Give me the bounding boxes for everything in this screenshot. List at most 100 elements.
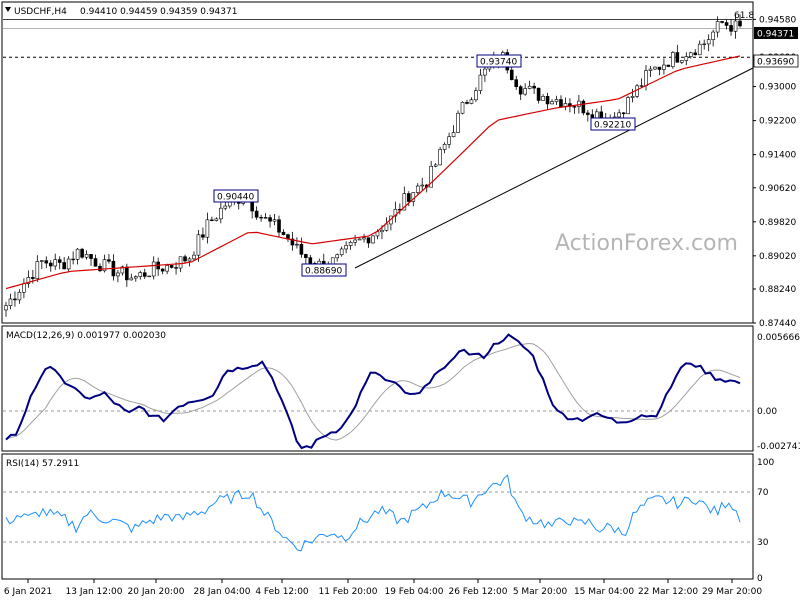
candle-body [639, 85, 644, 87]
candle-body [26, 277, 31, 284]
candle-body [680, 60, 684, 63]
candle-body [138, 272, 143, 277]
candle-body [644, 70, 648, 86]
candle-body [66, 258, 71, 270]
candle-body [147, 275, 152, 278]
candle-body [693, 52, 698, 56]
candle-body [183, 256, 187, 262]
time-tick-label: 22 Mar 12:00 [638, 587, 698, 597]
rsi-tick-100: 100 [757, 458, 774, 468]
candle-body [724, 22, 729, 26]
candle-body [4, 305, 8, 311]
candle-body [456, 112, 460, 133]
candle-body [702, 43, 706, 46]
candle-body [715, 21, 720, 33]
candle-body [192, 254, 196, 260]
candle-body [442, 143, 447, 150]
candle-body [536, 87, 541, 101]
candle-body [125, 266, 129, 281]
candle-body [420, 184, 425, 187]
candle-body [518, 86, 523, 95]
watermark: ActionForex.com [555, 231, 738, 256]
candle-body [187, 258, 192, 262]
candle-body [75, 248, 80, 260]
time-axis: 6 Jan 2021 13 Jan 12:00 20 Jan 20:00 28 Jan… [4, 579, 762, 597]
candle-body [671, 52, 675, 67]
time-tick-label: 20 Jan 20:00 [128, 587, 185, 597]
time-tick-label: 13 Jan 12:00 [66, 587, 123, 597]
symbol-title: USDCHF,H4 [14, 7, 67, 17]
candle-body [438, 149, 442, 166]
candle-body [133, 276, 138, 279]
candle-body [559, 99, 563, 108]
candle-body [447, 136, 451, 145]
macd-panel [1, 325, 754, 452]
svg-text:0.90440: 0.90440 [217, 193, 254, 203]
candle-body [433, 164, 438, 167]
candle-body [541, 96, 545, 101]
candle-body [40, 260, 44, 262]
swing-label-88690: 0.88690 [301, 263, 347, 277]
macd-line [5, 333, 741, 450]
candle-body [478, 74, 483, 91]
candle-body [353, 239, 357, 243]
candle-body [13, 298, 17, 301]
macd-tick-top: 0.005666 [757, 333, 800, 343]
candle-body [210, 219, 214, 221]
candle-body [178, 256, 183, 269]
swing-label-93740: 0.93740 [476, 54, 522, 68]
macd-tick-bottom: -0.002741 [757, 442, 800, 452]
current-price-box [754, 27, 798, 39]
time-tick-label: 29 Mar 20:00 [702, 587, 762, 597]
rsi-line [5, 474, 741, 552]
candle-body [617, 112, 621, 118]
candle-body [35, 261, 40, 279]
macd-label: MACD(12,26,9) 0.001977 0.002030 [6, 331, 166, 341]
candle-body [366, 237, 371, 244]
candle-body [84, 254, 89, 258]
candle-body [71, 258, 75, 261]
candle-body [415, 185, 420, 193]
candle-body [550, 101, 554, 105]
candle-body [733, 20, 738, 32]
candle-body [44, 260, 49, 264]
candle-body [290, 238, 295, 246]
candle-body [57, 259, 62, 263]
svg-text:0.92210: 0.92210 [594, 121, 631, 131]
candle-body [263, 217, 268, 219]
rsi-label: RSI(14) 57.2911 [6, 459, 79, 469]
candle-body [460, 102, 465, 114]
candle-body [572, 106, 577, 108]
candle-body [259, 216, 263, 219]
candle-body [219, 207, 223, 220]
candle-body [304, 254, 308, 258]
candle-body [635, 85, 639, 97]
candle-body [527, 85, 532, 89]
candle-body [554, 99, 559, 102]
candle-body [729, 25, 733, 32]
candle-body [80, 248, 84, 258]
candle-body [451, 132, 456, 138]
candle-body [107, 259, 111, 262]
candle-body [675, 52, 680, 63]
candle-body [254, 210, 259, 218]
time-tick-label: 26 Feb 12:00 [448, 587, 507, 597]
rsi-tick-30: 30 [757, 538, 769, 548]
price-tick-label: 0.87440 [759, 319, 796, 329]
candle-body [272, 219, 277, 222]
svg-text:0.93740: 0.93740 [480, 58, 517, 68]
candle-body [31, 277, 35, 279]
price-tick-label: 0.92200 [759, 117, 796, 127]
time-tick-label: 5 Mar 20:00 [513, 587, 568, 597]
candle-body [474, 90, 478, 101]
candle-body [630, 96, 635, 98]
candle-body [308, 257, 313, 264]
ema-line [5, 55, 741, 290]
candle-body [205, 219, 210, 238]
candle-body [402, 193, 407, 211]
candle-body [17, 291, 22, 301]
candle-body [102, 259, 107, 272]
candle-body [532, 85, 536, 89]
time-tick-label: 6 Jan 2021 [4, 587, 52, 597]
candle-body [688, 52, 693, 57]
